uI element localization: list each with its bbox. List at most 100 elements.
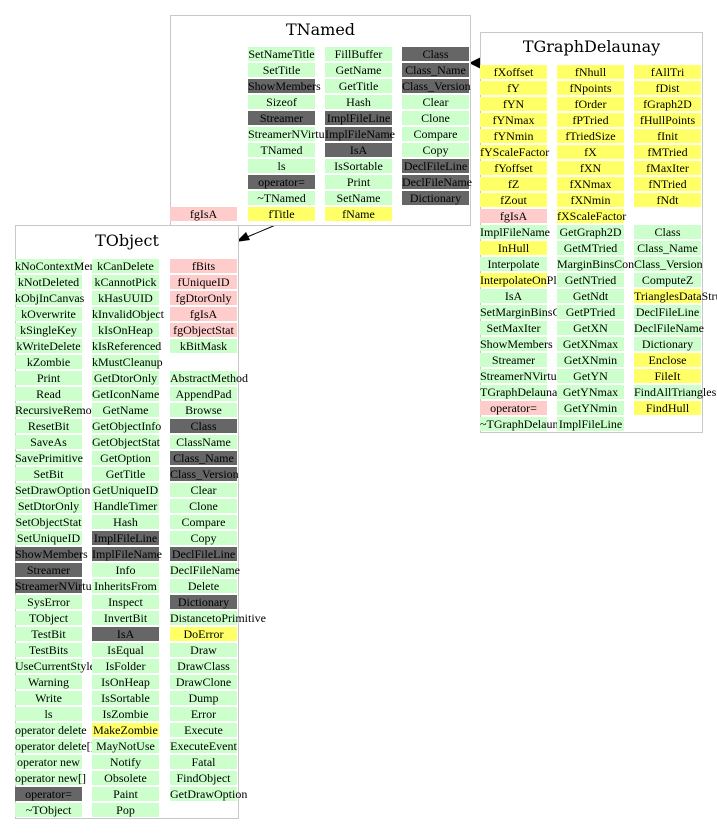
class-member-label: fGraph2D: [643, 97, 692, 111]
class-member-label: DeclFileLine: [403, 159, 468, 173]
class-member-cell: InterpolateOnPlane: [480, 273, 573, 287]
class-member-label: AppendPad: [175, 387, 232, 401]
class-member-label: FindObject: [176, 771, 231, 785]
class-member-cell: DeclFileName: [402, 175, 472, 189]
class-member-cell: fY: [480, 81, 547, 95]
class-member-cell: ImplFileName: [92, 547, 162, 561]
class-member-cell: fTriedSize: [557, 129, 624, 143]
class-member-cell: fHullPoints: [634, 113, 701, 127]
class-member-label: SetName: [336, 191, 381, 205]
class-member-cell: SaveAs: [15, 435, 82, 449]
class-member-label: GetMTried: [563, 241, 618, 255]
class-member-label: ~TObject: [25, 803, 72, 817]
class-member-cell: fNhull: [557, 65, 624, 79]
class-member-cell: fZ: [480, 177, 547, 191]
class-member-cell: HandleTimer: [92, 499, 159, 513]
class-member-label: fTriedSize: [565, 129, 616, 143]
class-member-cell: fX: [557, 145, 624, 159]
class-member-cell: SetObjectStat: [15, 515, 82, 529]
class-member-label: fY: [507, 81, 520, 95]
class-member-cell: DeclFileName: [634, 321, 704, 335]
class-member-label: Class: [190, 419, 217, 433]
class-member-cell: operator new[]: [15, 771, 86, 785]
class-member-label: DeclFileName: [170, 563, 240, 577]
class-member-cell: fName: [325, 207, 392, 221]
class-member-cell: GetYNmin: [557, 401, 624, 415]
class-member-label: Class: [422, 47, 449, 61]
class-member-label: operator=: [25, 787, 72, 801]
class-member-cell: DeclFileLine: [634, 305, 701, 319]
class-member-label: Interpolate: [487, 257, 540, 271]
class-member-cell: Class_Name: [634, 241, 701, 255]
class-member-cell: operator delete: [15, 723, 87, 737]
class-member-cell: DoError: [170, 627, 237, 641]
class-member-label: GetNdt: [572, 289, 609, 303]
class-member-cell: operator=: [248, 175, 315, 189]
class-member-cell: Copy: [402, 143, 469, 157]
class-member-label: IsEqual: [107, 643, 144, 657]
class-member-cell: Dump: [170, 691, 237, 705]
class-member-cell: Warning: [15, 675, 82, 689]
class-member-cell: GetDrawOption: [170, 787, 247, 801]
class-member-label: GetYN: [573, 369, 608, 383]
class-member-cell: ExecuteEvent: [170, 739, 237, 753]
class-member-label: SetNameTitle: [248, 47, 315, 61]
class-member-cell: fAllTri: [634, 65, 701, 79]
class-member-cell: StreamerNVirtual: [480, 369, 565, 383]
class-member-cell: fXoffset: [480, 65, 547, 79]
class-member-cell: fPTried: [557, 113, 624, 127]
class-member-cell: Streamer: [248, 111, 315, 125]
class-member-cell: Print: [325, 175, 392, 189]
class-member-label: InHull: [497, 241, 530, 255]
class-member-label: GetName: [102, 403, 149, 417]
class-member-label: ShowMembers: [248, 79, 321, 93]
class-member-cell: Browse: [170, 403, 237, 417]
class-title-tobject: TObject: [95, 231, 159, 250]
class-member-cell: TNamed: [248, 143, 315, 157]
class-member-label: Pop: [116, 803, 135, 817]
class-member-label: fInit: [657, 129, 678, 143]
class-member-label: Streamer: [26, 563, 71, 577]
class-member-cell: fInit: [634, 129, 701, 143]
class-member-cell: Copy: [170, 531, 237, 545]
class-member-cell: fMaxIter: [634, 161, 701, 175]
class-member-label: fgDtorOnly: [175, 291, 232, 305]
class-member-label: fZout: [500, 193, 527, 207]
class-member-label: IsA: [349, 143, 368, 157]
class-member-label: ComputeZ: [641, 273, 694, 287]
class-member-cell: Class: [170, 419, 237, 433]
class-member-label: fXNmin: [570, 193, 611, 207]
class-member-cell: Interpolate: [480, 257, 547, 271]
class-member-label: fZ: [507, 177, 520, 191]
class-member-label: fgIsA: [189, 307, 218, 321]
class-member-label: IsA: [504, 289, 523, 303]
class-member-cell: Notify: [92, 755, 159, 769]
class-member-label: MayNotUse: [96, 739, 155, 753]
class-member-cell: fXN: [557, 161, 624, 175]
class-member-cell: GetYNmax: [557, 385, 624, 399]
class-member-label: fX: [584, 145, 597, 159]
class-member-label: Compare: [413, 127, 458, 141]
class-member-cell: TrianglesDataStruct: [634, 289, 717, 303]
class-member-cell: fgDtorOnly: [170, 291, 237, 305]
class-member-cell: IsOnHeap: [92, 675, 159, 689]
class-member-cell: ImplFileName: [480, 225, 550, 239]
class-member-label: fYNmax: [492, 113, 535, 127]
class-member-cell: DistancetoPrimitive: [170, 611, 266, 625]
class-member-label: DrawClass: [177, 659, 230, 673]
class-member-label: IsOnHeap: [101, 675, 150, 689]
class-member-label: FindHull: [645, 401, 690, 415]
class-member-label: SetBit: [33, 467, 64, 481]
class-member-cell: ls: [248, 159, 315, 173]
class-member-label: GetXN: [573, 321, 608, 335]
class-member-cell: kMustCleanup: [92, 355, 163, 369]
class-member-label: TestBit: [31, 627, 66, 641]
class-member-label: Class_Name: [173, 451, 234, 465]
class-member-label: kMustCleanup: [92, 355, 163, 369]
class-member-cell: fZout: [480, 193, 547, 207]
class-member-label: fNpoints: [569, 81, 612, 95]
class-member-label: Hash: [346, 95, 371, 109]
class-member-label: FileIt: [654, 369, 681, 383]
class-member-cell: ImplFileLine: [325, 111, 392, 125]
class-member-label: SysError: [27, 595, 70, 609]
